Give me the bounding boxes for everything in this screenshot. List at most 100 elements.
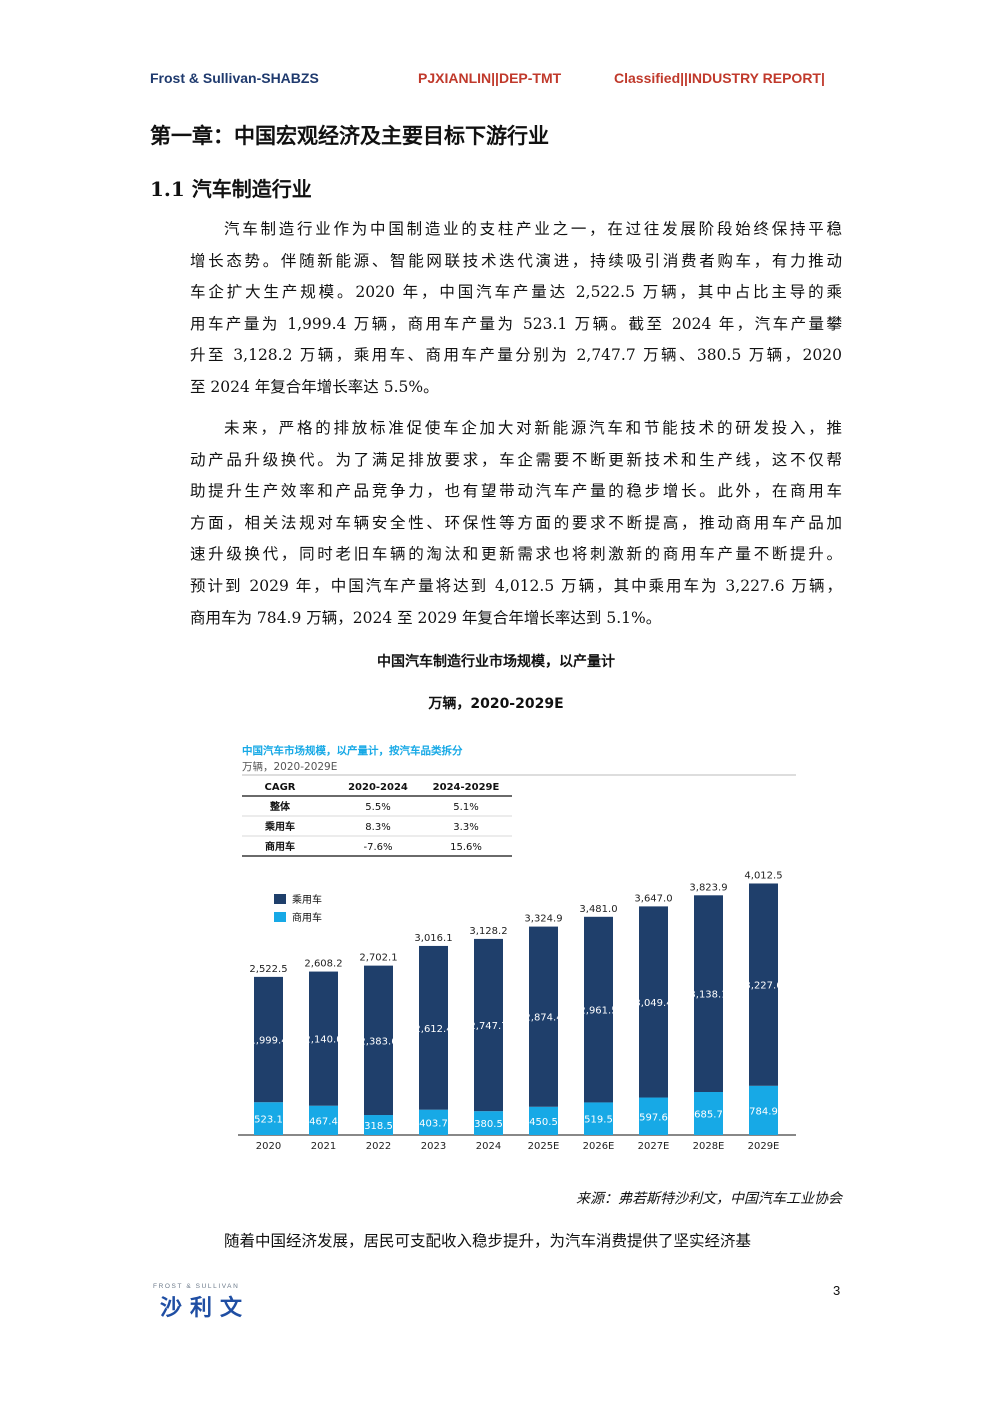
- x-tick-label: 2025E: [528, 1141, 560, 1152]
- bar-commercial: [584, 1102, 613, 1135]
- commercial-label: 450.5: [529, 1117, 558, 1128]
- bar-commercial: [694, 1092, 723, 1135]
- x-tick-label: 2024: [476, 1141, 501, 1152]
- cagr-header-cell: CAGR: [265, 782, 296, 793]
- paragraph-line: 动产品升级换代。为了满足排放要求，车企需要不断更新技术和生产线，这不仅帮: [190, 450, 842, 469]
- total-label: 3,647.0: [634, 893, 672, 904]
- total-label: 4,012.5: [744, 870, 782, 881]
- bar-commercial: [364, 1115, 393, 1135]
- bar-commercial: [749, 1085, 778, 1135]
- commercial-label: 467.4: [309, 1116, 338, 1127]
- x-tick-label: 2026E: [583, 1141, 615, 1152]
- bar-commercial: [529, 1106, 558, 1135]
- paragraph-line: 方面，相关法规对车辆安全性、环保性等方面的要求不断提高，推动商用车产品加: [190, 513, 842, 532]
- x-tick-label: 2027E: [638, 1141, 670, 1152]
- paragraph-2: 未来，严格的排放标准促使车企加大对新能源汽车和节能技术的研发投入，推动产品升级换…: [190, 413, 842, 634]
- paragraph-1: 汽车制造行业作为中国制造业的支柱产业之一，在过往发展阶段始终保持平稳增长态势。伴…: [190, 214, 842, 404]
- figure-title: 中国汽车制造行业市场规模，以产量计: [377, 654, 615, 670]
- footer-logo-text: FROST & SULLIVAN: [153, 1283, 240, 1290]
- paragraph-3: 随着中国经济发展，居民可支配收入稳步提升，为汽车消费提供了坚实经济基: [190, 1226, 842, 1258]
- x-tick-label: 2020: [256, 1141, 281, 1152]
- paragraph-line: 升至 3,128.2 万辆，乘用车、商用车产量分别为 2,747.7 万辆、38…: [190, 346, 842, 365]
- x-tick-label: 2022: [366, 1141, 391, 1152]
- cagr-header-cell: 2024-2029E: [433, 782, 500, 793]
- legend-label-commercial: 商用车: [292, 911, 322, 924]
- passenger-label: 2,612.4: [414, 1024, 452, 1035]
- passenger-label: 1,999.4: [249, 1036, 287, 1047]
- x-tick-label: 2029E: [748, 1141, 780, 1152]
- cagr-cell: 15.6%: [450, 842, 482, 853]
- bar-commercial: [309, 1105, 338, 1135]
- total-label: 3,324.9: [524, 914, 562, 925]
- commercial-label: 597.6: [639, 1112, 668, 1123]
- x-tick-label: 2023: [421, 1141, 446, 1152]
- footer-logo: 沙利文: [160, 1296, 251, 1321]
- total-label: 2,522.5: [249, 964, 287, 975]
- bar-commercial: [639, 1097, 668, 1135]
- passenger-label: 2,140.0: [304, 1035, 342, 1046]
- paragraph-line: 车企扩大生产规模。2020 年，中国汽车产量达 2,522.5 万辆，其中占比主…: [190, 283, 842, 302]
- commercial-label: 403.7: [419, 1118, 448, 1129]
- cagr-cell: 8.3%: [365, 822, 390, 833]
- paragraph-line: 预计到 2029 年，中国汽车产量将达到 4,012.5 万辆，其中乘用车为 3…: [190, 576, 842, 595]
- bar-passenger: [584, 916, 613, 1103]
- chart-subtitle: 万辆，2020-2029E: [242, 760, 337, 773]
- passenger-label: 3,227.6: [744, 981, 782, 992]
- chapter-title: 第一章：中国宏观经济及主要目标下游行业: [150, 123, 549, 148]
- section-title: 1.1 汽车制造行业: [150, 177, 312, 201]
- bar-passenger: [309, 971, 338, 1106]
- cagr-cell: 5.1%: [453, 802, 478, 813]
- cagr-header-cell: 2020-2024: [348, 782, 408, 793]
- paragraph-line: 未来，严格的排放标准促使车企加大对新能源汽车和节能技术的研发投入，推: [224, 419, 842, 437]
- passenger-label: 3,138.1: [689, 990, 727, 1001]
- paragraph-line: 助提升生产效率和产品竞争力，也有望带动汽车产量的稳步增长。此外，在商用车: [190, 482, 842, 501]
- total-label: 3,128.2: [469, 926, 507, 937]
- cagr-cell: 乘用车: [264, 820, 295, 833]
- cagr-cell: -7.6%: [363, 842, 392, 853]
- total-label: 3,481.0: [579, 904, 617, 915]
- passenger-label: 2,747.7: [469, 1021, 507, 1032]
- commercial-label: 784.9: [749, 1106, 778, 1117]
- bar-commercial: [419, 1109, 448, 1135]
- x-tick-label: 2028E: [693, 1141, 725, 1152]
- header-classification: Classified||INDUSTRY REPORT|: [614, 70, 825, 86]
- bar-passenger: [254, 976, 283, 1103]
- passenger-label: 2,874.4: [524, 1013, 562, 1024]
- paragraph-line: 增长态势。伴随新能源、智能网联技术迭代演进，持续吸引消费者购车，有力推动: [190, 251, 842, 270]
- legend-swatch-commercial: [274, 912, 286, 922]
- total-label: 2,608.2: [304, 959, 342, 970]
- x-tick-label: 2021: [311, 1141, 336, 1152]
- paragraph-line: 商用车为 784.9 万辆，2024 至 2029 年复合年增长率达到 5.1%…: [190, 608, 662, 627]
- paragraph-3-line: 随着中国经济发展，居民可支配收入稳步提升，为汽车消费提供了坚实经济基: [224, 1232, 752, 1250]
- bar-passenger: [474, 938, 503, 1112]
- header-project: PJXIANLIN||DEP-TMT: [418, 70, 562, 86]
- commercial-label: 519.5: [584, 1115, 613, 1126]
- paragraph-line: 至 2024 年复合年增长率达 5.5%。: [190, 377, 439, 396]
- bar-passenger: [694, 895, 723, 1093]
- page-number: 3: [833, 1283, 841, 1298]
- commercial-label: 523.1: [254, 1115, 283, 1126]
- cagr-cell: 商用车: [265, 840, 295, 853]
- paragraph-line: 汽车制造行业作为中国制造业的支柱产业之一，在过往发展阶段始终保持平稳: [224, 220, 842, 238]
- chart-title: 中国汽车市场规模，以产量计，按汽车品类拆分: [242, 744, 463, 757]
- bar-commercial: [254, 1102, 283, 1135]
- header-company: Frost & Sullivan-SHABZS: [150, 70, 319, 86]
- passenger-label: 2,961.5: [579, 1006, 617, 1017]
- figure-subtitle: 万辆，2020-2029E: [428, 696, 564, 712]
- cagr-cell: 5.5%: [365, 802, 390, 813]
- passenger-label: 2,383.6: [359, 1036, 397, 1047]
- bar-passenger: [529, 926, 558, 1107]
- passenger-label: 3,049.4: [634, 998, 672, 1009]
- total-label: 2,702.1: [359, 953, 397, 964]
- bar-commercial: [474, 1111, 503, 1135]
- bar-passenger: [749, 883, 778, 1086]
- total-label: 3,823.9: [689, 882, 727, 893]
- legend-label-passenger: 乘用车: [292, 893, 322, 906]
- commercial-label: 685.7: [694, 1110, 723, 1121]
- bar-passenger: [419, 945, 448, 1110]
- commercial-label: 318.5: [364, 1121, 393, 1132]
- cagr-cell: 整体: [269, 800, 291, 813]
- bar-passenger: [639, 906, 668, 1098]
- paragraph-line: 速升级换代，同时老旧车辆的淘汰和更新需求也将刺激新的商用车产量不断提升。: [190, 545, 842, 564]
